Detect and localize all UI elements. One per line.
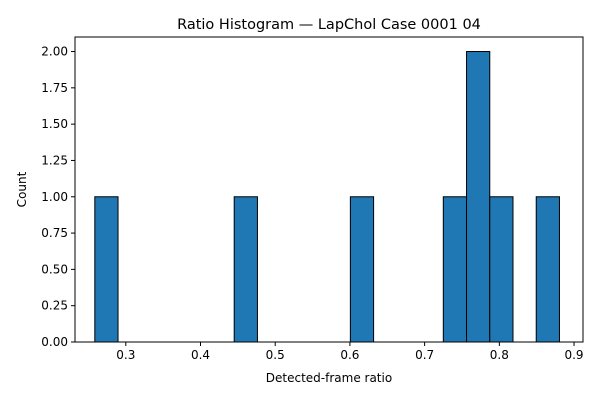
x-tick-label: 0.5 bbox=[266, 348, 285, 362]
histogram-bar bbox=[349, 196, 375, 343]
y-tick-label: 1.75 bbox=[41, 81, 68, 95]
histogram-bar bbox=[233, 196, 258, 343]
y-axis-label: Count bbox=[15, 171, 29, 207]
y-tick-label: 2.00 bbox=[41, 45, 68, 59]
histogram-bar bbox=[442, 196, 468, 343]
histogram-bar bbox=[535, 196, 560, 343]
y-tick-label: 0.25 bbox=[41, 299, 68, 313]
y-tick-label: 0.00 bbox=[41, 335, 68, 349]
x-ticks-group: 0.3 0.4 0.5 0.6 0.7 0.8 0.9 bbox=[116, 342, 584, 362]
y-tick-label: 1.50 bbox=[41, 117, 68, 131]
x-tick-label: 0.7 bbox=[415, 348, 434, 362]
x-tick-label: 0.6 bbox=[340, 348, 359, 362]
x-tick-label: 0.8 bbox=[490, 348, 509, 362]
histogram-bar bbox=[466, 51, 491, 343]
y-ticks-group: 0.00 0.25 0.50 0.75 1.00 1.25 1.50 1.75 2.00 bbox=[41, 45, 75, 349]
y-tick-label: 1.25 bbox=[41, 153, 68, 167]
histogram-bar bbox=[94, 196, 119, 343]
y-tick-label: 1.00 bbox=[41, 190, 68, 204]
x-tick-label: 0.4 bbox=[191, 348, 210, 362]
x-axis-label: Detected-frame ratio bbox=[266, 371, 392, 385]
x-tick-label: 0.9 bbox=[564, 348, 583, 362]
bars-group bbox=[94, 51, 560, 343]
histogram-bar bbox=[489, 196, 514, 343]
y-tick-label: 0.75 bbox=[41, 226, 68, 240]
y-tick-label: 0.50 bbox=[41, 262, 68, 276]
plot-frame bbox=[74, 36, 584, 343]
x-tick-label: 0.3 bbox=[116, 348, 135, 362]
chart-title: Ratio Histogram — LapChol Case 0001 04 bbox=[177, 17, 481, 33]
